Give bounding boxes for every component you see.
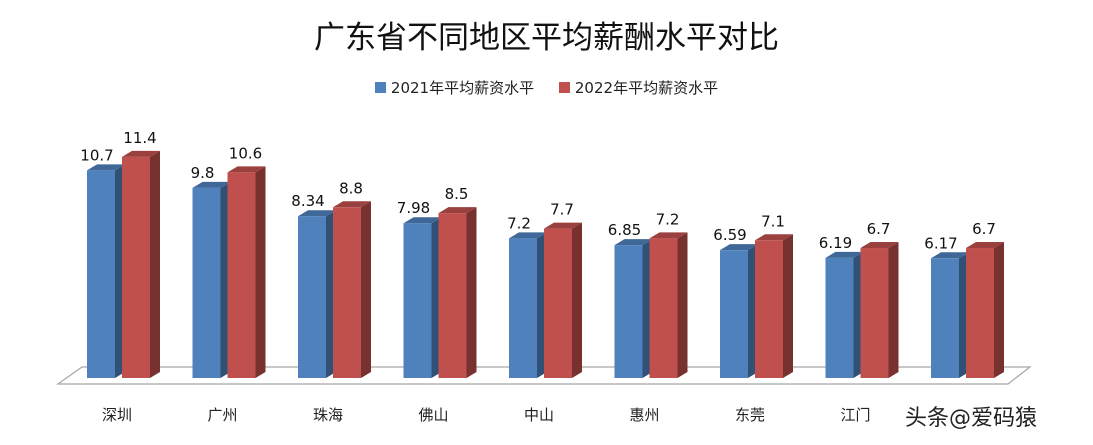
legend-item-2022: 2022年平均薪资水平 bbox=[558, 77, 719, 98]
data-label: 6.7 bbox=[972, 220, 996, 238]
watermark: 头条@爱码猿 bbox=[905, 406, 1038, 431]
bar bbox=[87, 170, 115, 378]
bar-top bbox=[87, 164, 125, 171]
bar bbox=[298, 216, 326, 378]
data-label: 8.5 bbox=[445, 185, 469, 203]
bar-side bbox=[994, 242, 1004, 378]
bar-side bbox=[783, 234, 793, 378]
data-label: 10.7 bbox=[80, 146, 113, 164]
bar-top bbox=[755, 234, 793, 241]
data-label: 6.7 bbox=[867, 220, 891, 238]
data-label: 6.17 bbox=[924, 234, 957, 252]
bar bbox=[649, 238, 678, 378]
data-label: 11.4 bbox=[123, 129, 156, 147]
data-label: 6.59 bbox=[713, 226, 746, 244]
bar-top bbox=[931, 252, 969, 259]
bar bbox=[825, 257, 854, 378]
x-tick-label: 佛山 bbox=[418, 406, 448, 424]
x-tick-label: 深圳 bbox=[102, 406, 132, 424]
x-tick-label: 中山 bbox=[524, 406, 554, 424]
data-label: 7.98 bbox=[397, 199, 430, 217]
legend-item-2021: 2021年平均薪资水平 bbox=[374, 77, 535, 98]
x-tick-label: 珠海 bbox=[313, 406, 343, 424]
bar bbox=[931, 258, 959, 378]
bar-side bbox=[150, 150, 160, 378]
legend-swatch-2021 bbox=[374, 82, 386, 93]
data-label: 7.1 bbox=[761, 212, 785, 230]
data-label: 7.2 bbox=[507, 214, 531, 232]
bar-top bbox=[403, 217, 442, 224]
bar-top bbox=[720, 244, 758, 251]
bar bbox=[614, 245, 643, 378]
chart-title: 广东省不同地区平均薪酬水平对比 bbox=[314, 20, 779, 56]
legend-label-2022: 2022年平均薪资水平 bbox=[574, 79, 719, 97]
bar-top bbox=[227, 166, 266, 173]
bar-side bbox=[466, 207, 477, 378]
bar-top bbox=[544, 222, 582, 229]
x-tick-label: 江门 bbox=[840, 406, 870, 424]
bar-top bbox=[333, 201, 371, 208]
bar bbox=[544, 228, 572, 378]
legend-swatch-2022 bbox=[558, 82, 570, 93]
bar-top bbox=[825, 251, 864, 258]
legend-label-2021: 2021年平均薪资水平 bbox=[390, 79, 535, 97]
bar bbox=[122, 156, 150, 378]
bar-top bbox=[509, 232, 547, 239]
data-label: 10.6 bbox=[229, 144, 262, 162]
bar-top bbox=[860, 242, 899, 249]
bar-top bbox=[614, 239, 653, 246]
bar bbox=[720, 250, 748, 378]
data-label: 7.2 bbox=[656, 210, 680, 228]
bar bbox=[438, 213, 467, 378]
bar-top bbox=[298, 210, 336, 217]
data-label: 8.34 bbox=[291, 192, 324, 210]
bar-side bbox=[572, 222, 582, 378]
bar bbox=[509, 238, 537, 378]
bar bbox=[860, 248, 889, 378]
bar bbox=[192, 187, 221, 378]
bar-side bbox=[361, 201, 371, 378]
bar bbox=[403, 223, 432, 378]
bar-side bbox=[677, 232, 688, 378]
bar bbox=[333, 207, 361, 378]
x-tick-label: 惠州 bbox=[629, 406, 659, 424]
x-tick-label: 广州 bbox=[207, 406, 237, 424]
data-label: 7.7 bbox=[550, 201, 574, 219]
bar-top bbox=[966, 242, 1004, 249]
bar bbox=[227, 172, 256, 378]
bar-top bbox=[192, 181, 231, 188]
data-label: 9.8 bbox=[191, 164, 215, 182]
bar-top bbox=[438, 207, 477, 214]
bar-top bbox=[649, 232, 688, 239]
data-label: 6.19 bbox=[819, 234, 852, 252]
data-label: 8.8 bbox=[339, 179, 363, 197]
bar bbox=[755, 240, 783, 378]
bar-top bbox=[122, 150, 160, 157]
legend: 2021年平均薪资水平 2022年平均薪资水平 bbox=[0, 77, 1093, 98]
bar bbox=[966, 248, 994, 378]
bar-side bbox=[888, 242, 899, 378]
data-label: 6.85 bbox=[608, 221, 641, 239]
x-tick-label: 东莞 bbox=[735, 406, 765, 424]
bar-side bbox=[255, 166, 266, 378]
